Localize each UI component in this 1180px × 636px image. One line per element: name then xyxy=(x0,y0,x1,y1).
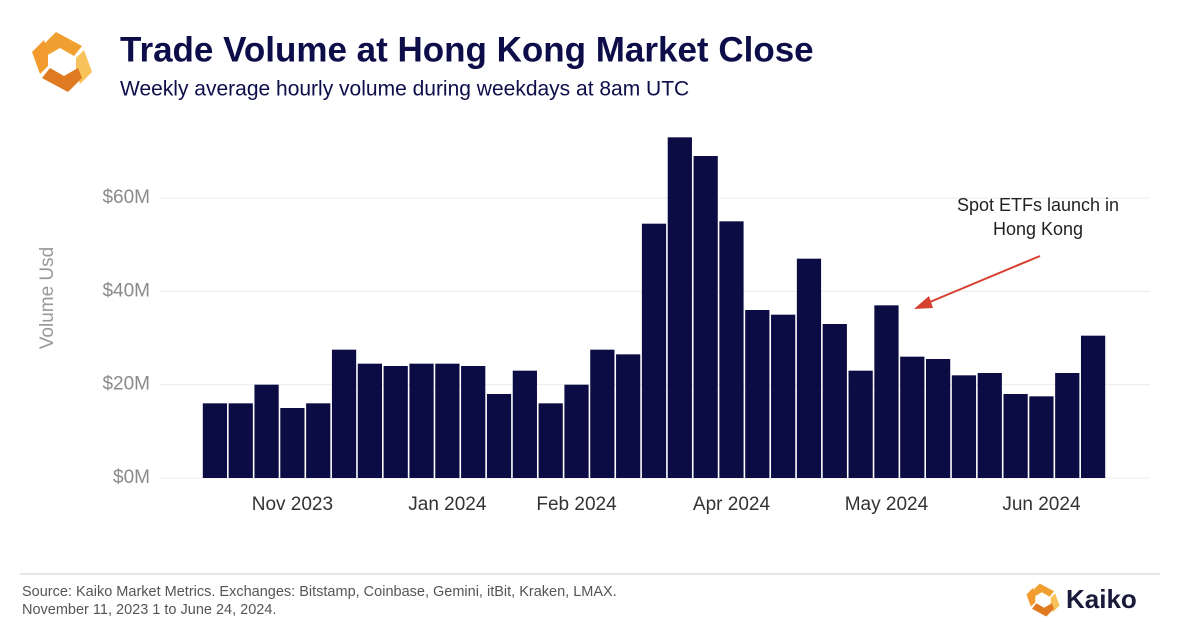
x-tick-label: Jun 2024 xyxy=(1002,494,1081,515)
y-tick-label: $60M xyxy=(102,187,150,208)
bar xyxy=(926,359,951,478)
bar xyxy=(1055,373,1080,478)
bar xyxy=(590,349,615,478)
bar xyxy=(977,373,1002,478)
bar xyxy=(512,370,537,478)
x-tick-label: Feb 2024 xyxy=(536,494,617,515)
bar xyxy=(745,310,770,478)
bar xyxy=(254,384,279,478)
y-axis-label: Volume Usd xyxy=(37,247,58,349)
annotation: Hong Kong xyxy=(993,219,1083,239)
y-tick-label: $40M xyxy=(102,280,150,301)
x-tick-label: May 2024 xyxy=(845,494,929,515)
bar xyxy=(900,356,925,478)
logo xyxy=(32,32,92,92)
bar xyxy=(616,354,641,478)
chart-subtitle: Weekly average hourly volume during week… xyxy=(120,78,689,101)
bar xyxy=(693,156,718,478)
bar xyxy=(822,324,847,478)
bar xyxy=(538,403,563,478)
annotation-arrow xyxy=(924,255,1041,305)
annotation-arrowhead xyxy=(914,296,933,309)
bar xyxy=(228,403,253,478)
brand-logo xyxy=(1026,583,1060,617)
bar xyxy=(357,363,382,478)
bar xyxy=(667,137,692,479)
bar xyxy=(409,363,434,478)
bar xyxy=(486,394,512,478)
y-tick-label: $0M xyxy=(113,467,150,488)
bar xyxy=(1029,396,1054,478)
brand-name: Kaiko xyxy=(1066,584,1137,614)
bar xyxy=(202,403,228,478)
bar xyxy=(1080,335,1106,478)
chart-title: Trade Volume at Hong Kong Market Close xyxy=(120,30,814,69)
bar xyxy=(796,258,822,478)
bar xyxy=(1003,394,1028,478)
bar xyxy=(383,366,408,478)
bar xyxy=(874,305,899,478)
annotation: Spot ETFs launch in xyxy=(957,195,1119,215)
bar xyxy=(641,223,667,478)
bar xyxy=(461,366,486,478)
bar xyxy=(848,370,873,478)
x-tick-label: Nov 2023 xyxy=(252,494,333,515)
bar xyxy=(331,349,357,478)
y-tick-label: $20M xyxy=(102,374,150,395)
x-tick-label: Apr 2024 xyxy=(693,494,771,515)
bar xyxy=(280,408,305,478)
source-line: November 11, 2023 1 to June 24, 2024. xyxy=(22,602,276,618)
x-tick-label: Jan 2024 xyxy=(408,494,487,515)
bar xyxy=(306,403,331,478)
bar xyxy=(719,221,744,479)
bar xyxy=(564,384,589,478)
bar xyxy=(771,314,796,478)
bar xyxy=(951,375,977,478)
bar xyxy=(435,363,460,478)
source-line: Source: Kaiko Market Metrics. Exchanges:… xyxy=(22,584,617,600)
